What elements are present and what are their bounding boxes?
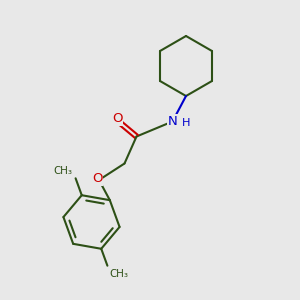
Text: O: O (92, 172, 103, 185)
Text: CH₃: CH₃ (109, 269, 128, 279)
Text: H: H (182, 118, 190, 128)
Text: O: O (112, 112, 122, 125)
Text: CH₃: CH₃ (53, 166, 72, 176)
Text: N: N (168, 115, 177, 128)
